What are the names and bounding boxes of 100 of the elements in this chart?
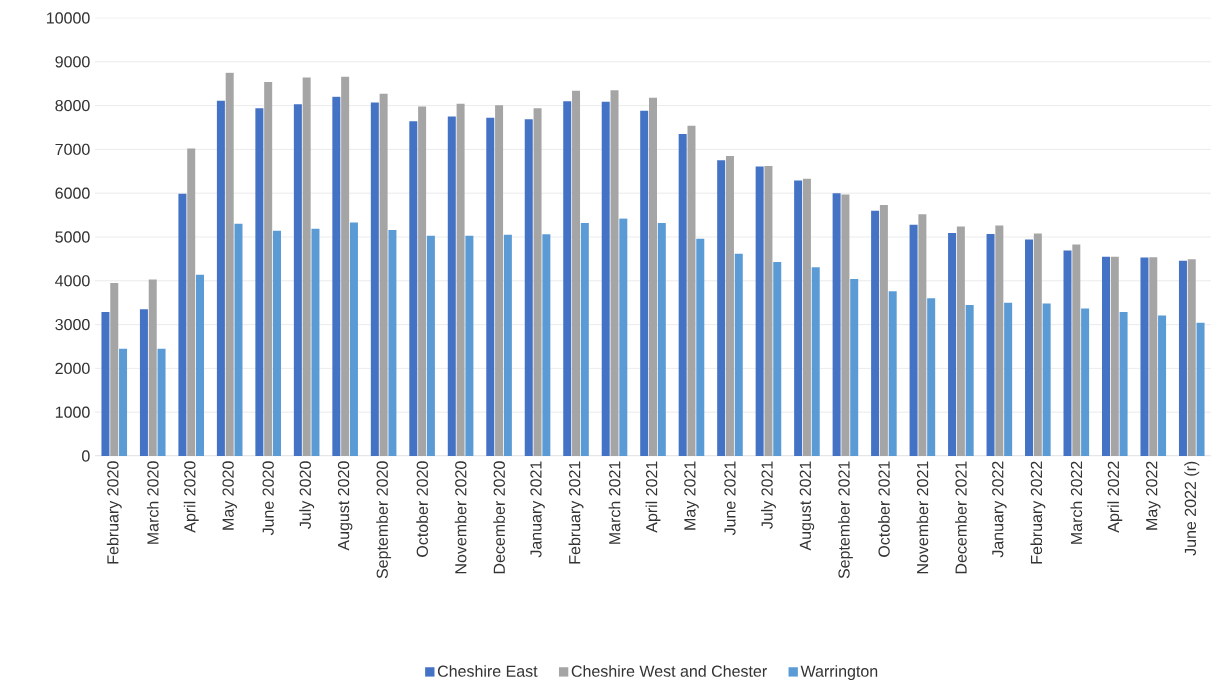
x-tick-label: January 2021 — [530, 461, 545, 558]
x-tick-label: March 2022 — [1070, 461, 1083, 544]
bar — [486, 117, 495, 456]
x-tick-label: October 2021 — [878, 461, 890, 557]
bar — [563, 101, 572, 456]
bar — [234, 223, 243, 456]
bar — [811, 267, 820, 456]
bar — [157, 348, 166, 456]
bar — [755, 166, 764, 456]
x-tick-label: April 2020 — [183, 461, 199, 533]
y-tick-label: 2000 — [55, 362, 90, 375]
bar — [832, 193, 841, 456]
x-tick-label: March 2021 — [608, 461, 621, 544]
bar — [794, 180, 803, 456]
bar — [879, 205, 888, 456]
bar — [657, 222, 666, 456]
x-tick-label: August 2020 — [337, 461, 353, 551]
bar — [1042, 303, 1051, 456]
x-tick-label: April 2021 — [645, 461, 661, 533]
bar — [678, 134, 687, 456]
bar — [332, 96, 341, 456]
bar — [640, 110, 649, 456]
bar — [1063, 250, 1072, 456]
bar — [465, 235, 474, 456]
x-tick-label: May 2020 — [222, 461, 237, 530]
bar — [580, 222, 589, 456]
x-tick-label: March 2020 — [146, 461, 159, 544]
bar — [717, 160, 726, 456]
bar — [196, 274, 205, 456]
bar — [802, 178, 811, 456]
x-tick-label: December 2021 — [955, 461, 967, 574]
x-tick-label: June 2021 — [724, 461, 736, 536]
bar — [388, 229, 397, 456]
bar — [1025, 239, 1034, 456]
bar — [418, 106, 427, 456]
bar — [302, 77, 311, 456]
bar — [1140, 257, 1149, 456]
bar — [225, 72, 234, 456]
bar — [426, 235, 435, 456]
bar — [447, 116, 456, 456]
bar — [841, 194, 850, 456]
bar — [370, 102, 379, 456]
bar — [619, 218, 628, 456]
legend-label: Warrington — [800, 665, 878, 681]
bar — [1072, 244, 1081, 456]
bar — [1081, 308, 1090, 456]
bar — [178, 193, 187, 456]
bar — [349, 222, 358, 456]
x-tick-label: July 2021 — [761, 461, 776, 529]
bar — [773, 261, 782, 456]
bar — [948, 233, 957, 456]
bar — [1187, 259, 1196, 456]
bar — [1119, 311, 1128, 456]
bar — [495, 105, 504, 456]
x-tick-label: May 2021 — [684, 461, 699, 530]
bar — [456, 103, 465, 456]
bar — [255, 108, 264, 456]
x-tick-label: February 2022 — [1030, 461, 1046, 564]
bar — [725, 155, 734, 456]
bar — [909, 224, 918, 456]
x-tick-label: April 2022 — [1107, 461, 1123, 533]
bar — [986, 233, 995, 456]
bar — [956, 226, 965, 456]
bar — [649, 97, 657, 456]
bar — [1196, 322, 1205, 456]
legend-label: Cheshire West and Chester — [571, 665, 767, 677]
bar — [1158, 315, 1167, 456]
y-tick-label: 3000 — [55, 318, 90, 331]
bar — [1178, 260, 1187, 456]
bar — [995, 225, 1004, 456]
bar — [927, 298, 936, 456]
bar — [965, 304, 974, 456]
y-tick-label: 8000 — [55, 99, 90, 112]
bar — [1004, 302, 1013, 456]
bar — [311, 228, 320, 456]
bar — [1033, 233, 1042, 456]
bar — [101, 311, 110, 456]
x-tick-label: September 2020 — [376, 461, 392, 579]
x-tick-label: December 2020 — [493, 461, 505, 574]
bar — [734, 253, 743, 456]
x-tick-label: January 2022 — [992, 461, 1007, 558]
x-tick-label: May 2022 — [1146, 461, 1161, 530]
bar — [533, 108, 542, 456]
bar — [503, 234, 512, 456]
x-tick-label: June 2022 (r) — [1184, 461, 1200, 556]
legend-label: Cheshire East — [437, 665, 538, 677]
y-tick-label: 7000 — [55, 143, 90, 156]
bar — [764, 166, 773, 456]
y-tick-label: 6000 — [55, 187, 90, 199]
y-tick-label: 10000 — [47, 12, 90, 24]
bar — [110, 282, 119, 456]
bar — [379, 93, 388, 456]
bar — [888, 291, 897, 456]
y-tick-label: 9000 — [55, 56, 90, 68]
bar — [264, 81, 273, 456]
y-tick-label: 5000 — [55, 231, 90, 243]
bar — [409, 121, 418, 456]
x-tick-label: June 2020 — [262, 461, 274, 536]
bar — [542, 234, 551, 456]
y-tick-label: 4000 — [55, 275, 90, 287]
